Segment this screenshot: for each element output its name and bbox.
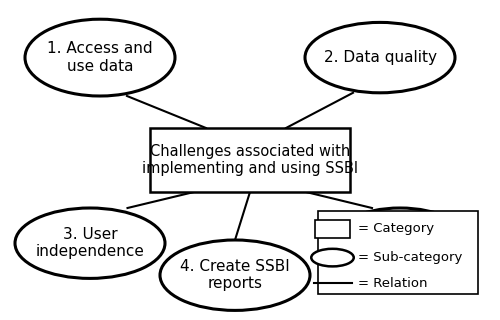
Text: = Sub-category: = Sub-category	[358, 251, 462, 264]
Text: 2. Data quality: 2. Data quality	[324, 50, 436, 65]
Ellipse shape	[15, 208, 165, 278]
Ellipse shape	[305, 22, 455, 93]
Text: 4. Create SSBI
reports: 4. Create SSBI reports	[180, 259, 290, 292]
FancyBboxPatch shape	[315, 220, 350, 237]
Text: = Relation: = Relation	[358, 277, 427, 290]
Ellipse shape	[25, 19, 175, 96]
FancyBboxPatch shape	[318, 211, 478, 294]
Text: 5. SSBI
education: 5. SSBI education	[362, 227, 438, 260]
Text: = Category: = Category	[358, 222, 434, 235]
Ellipse shape	[160, 240, 310, 310]
Text: Challenges associated with
implementing and using SSBI: Challenges associated with implementing …	[142, 144, 358, 176]
Ellipse shape	[330, 208, 470, 278]
FancyBboxPatch shape	[150, 128, 350, 192]
Text: 3. User
independence: 3. User independence	[36, 227, 144, 260]
Ellipse shape	[311, 249, 354, 266]
Text: 1. Access and
use data: 1. Access and use data	[47, 41, 153, 74]
